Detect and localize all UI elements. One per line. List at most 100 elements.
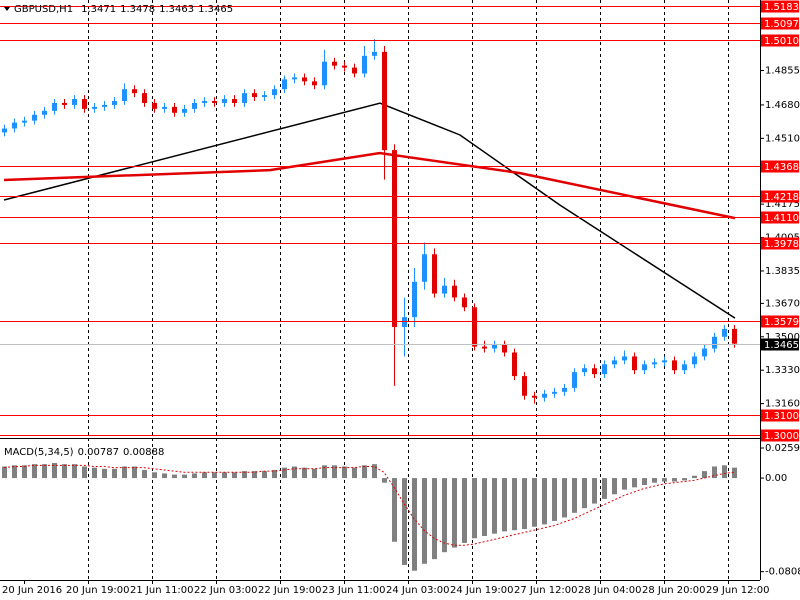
candle-body <box>122 89 127 101</box>
chart-header: GBPUSD,H1 1.3471 1.3478 1.3463 1.3465 <box>14 4 233 15</box>
macd-bar <box>22 465 27 479</box>
candle-body <box>212 100 217 103</box>
candle-body <box>182 108 187 113</box>
candle-body <box>552 391 557 394</box>
collapse-icon[interactable] <box>4 7 10 11</box>
macd-bar <box>282 467 287 479</box>
macd-y-tick-label: -0.08081 <box>765 567 800 578</box>
candle-body <box>382 51 387 151</box>
macd-bar <box>102 468 107 479</box>
level-label: 1.5183 <box>764 2 799 13</box>
candle-body <box>422 254 427 282</box>
macd-bar <box>612 478 617 495</box>
macd-bar <box>42 464 47 479</box>
macd-bar <box>702 471 707 479</box>
macd-bar <box>32 464 37 479</box>
macd-bar <box>692 475 697 479</box>
macd-bar <box>182 474 187 479</box>
macd-y-tick-label: 0.02594 <box>765 443 800 454</box>
macd-bar <box>312 468 317 479</box>
macd-header: MACD(5,34,5) 0.00787 0.00888 <box>4 447 164 458</box>
candle-body <box>702 348 707 357</box>
macd-bar <box>472 478 477 539</box>
candle-body <box>132 89 137 94</box>
level-label: 1.5097 <box>764 19 799 30</box>
macd-bar <box>12 465 17 479</box>
macd-bar <box>302 467 307 479</box>
y-tick-label: 1.3835 <box>765 266 800 277</box>
macd-header-value: 0.00787 <box>78 447 119 458</box>
level-label: 1.3100 <box>764 411 799 422</box>
macd-signal <box>3 464 735 546</box>
header-value: 1.3471 <box>81 4 116 15</box>
macd-bar <box>522 478 527 530</box>
macd-bar <box>72 464 77 479</box>
macd-bar <box>412 478 417 571</box>
time-grid <box>88 0 729 580</box>
candle-body <box>392 150 397 327</box>
candle-body <box>292 77 297 80</box>
level-label: 1.3000 <box>764 431 799 442</box>
level-box <box>761 237 799 250</box>
macd-bar <box>62 464 67 479</box>
y-tick-label: 1.4175 <box>765 199 800 210</box>
macd-bar <box>2 466 7 479</box>
macd-bar <box>452 478 457 548</box>
header-value: 1.3465 <box>198 4 233 15</box>
y-tick-label: 1.3670 <box>765 298 800 309</box>
macd-bar <box>572 478 577 513</box>
candle-body <box>572 372 577 388</box>
macd-bar <box>462 478 467 543</box>
current-price-box <box>761 338 799 351</box>
level-box <box>761 211 799 224</box>
symbol: GBPUSD,H1 <box>14 4 73 15</box>
candle-body <box>12 122 17 129</box>
macd-bar <box>392 478 397 542</box>
candle-body <box>672 360 677 371</box>
candle-body <box>492 344 497 349</box>
level-label: 1.3978 <box>764 239 799 250</box>
macd-bar <box>242 471 247 479</box>
macd-bar <box>192 473 197 479</box>
x-tick-label: 29 Jun 12:00 <box>706 585 770 596</box>
x-tick-label: 24 Jun 19:00 <box>450 585 514 596</box>
candle-body <box>2 128 7 133</box>
candle-body <box>612 360 617 365</box>
y-tick-label: 1.4510 <box>765 133 800 144</box>
candle-body <box>652 362 657 365</box>
y-tick-label: 1.3500 <box>765 332 800 343</box>
macd-bar <box>502 478 507 532</box>
macd-bar <box>202 472 207 479</box>
x-tick-label: 22 Jun 03:00 <box>194 585 258 596</box>
level-box <box>761 160 799 173</box>
macd-bar <box>172 474 177 479</box>
y-tick-label: 1.3330 <box>765 365 800 376</box>
candle-body <box>202 100 207 103</box>
macd-bar <box>292 466 297 479</box>
macd-bar <box>722 465 727 479</box>
level-box <box>761 17 799 30</box>
x-tick-label: 20 Jun 2016 <box>2 585 62 596</box>
candle-body <box>42 110 47 115</box>
x-tick-label: 23 Jun 11:00 <box>322 585 386 596</box>
macd-bar <box>122 466 127 479</box>
macd-bar <box>442 478 447 553</box>
candle-body <box>692 356 697 365</box>
macd-bar <box>642 478 647 486</box>
candle-body <box>582 368 587 373</box>
candle-body <box>242 93 247 103</box>
macd-bar <box>672 478 677 482</box>
macd-bar <box>602 478 607 499</box>
macd-bar <box>532 478 537 527</box>
macd-bar <box>402 478 407 565</box>
macd-bar <box>422 478 427 564</box>
macd-bar <box>512 478 517 531</box>
macd-bar <box>432 478 437 560</box>
candle-body <box>352 67 357 74</box>
macd-bar <box>372 464 377 479</box>
macd-bar <box>482 478 487 536</box>
macd-bar <box>362 465 367 479</box>
x-tick-label: 27 Jun 12:00 <box>514 585 578 596</box>
